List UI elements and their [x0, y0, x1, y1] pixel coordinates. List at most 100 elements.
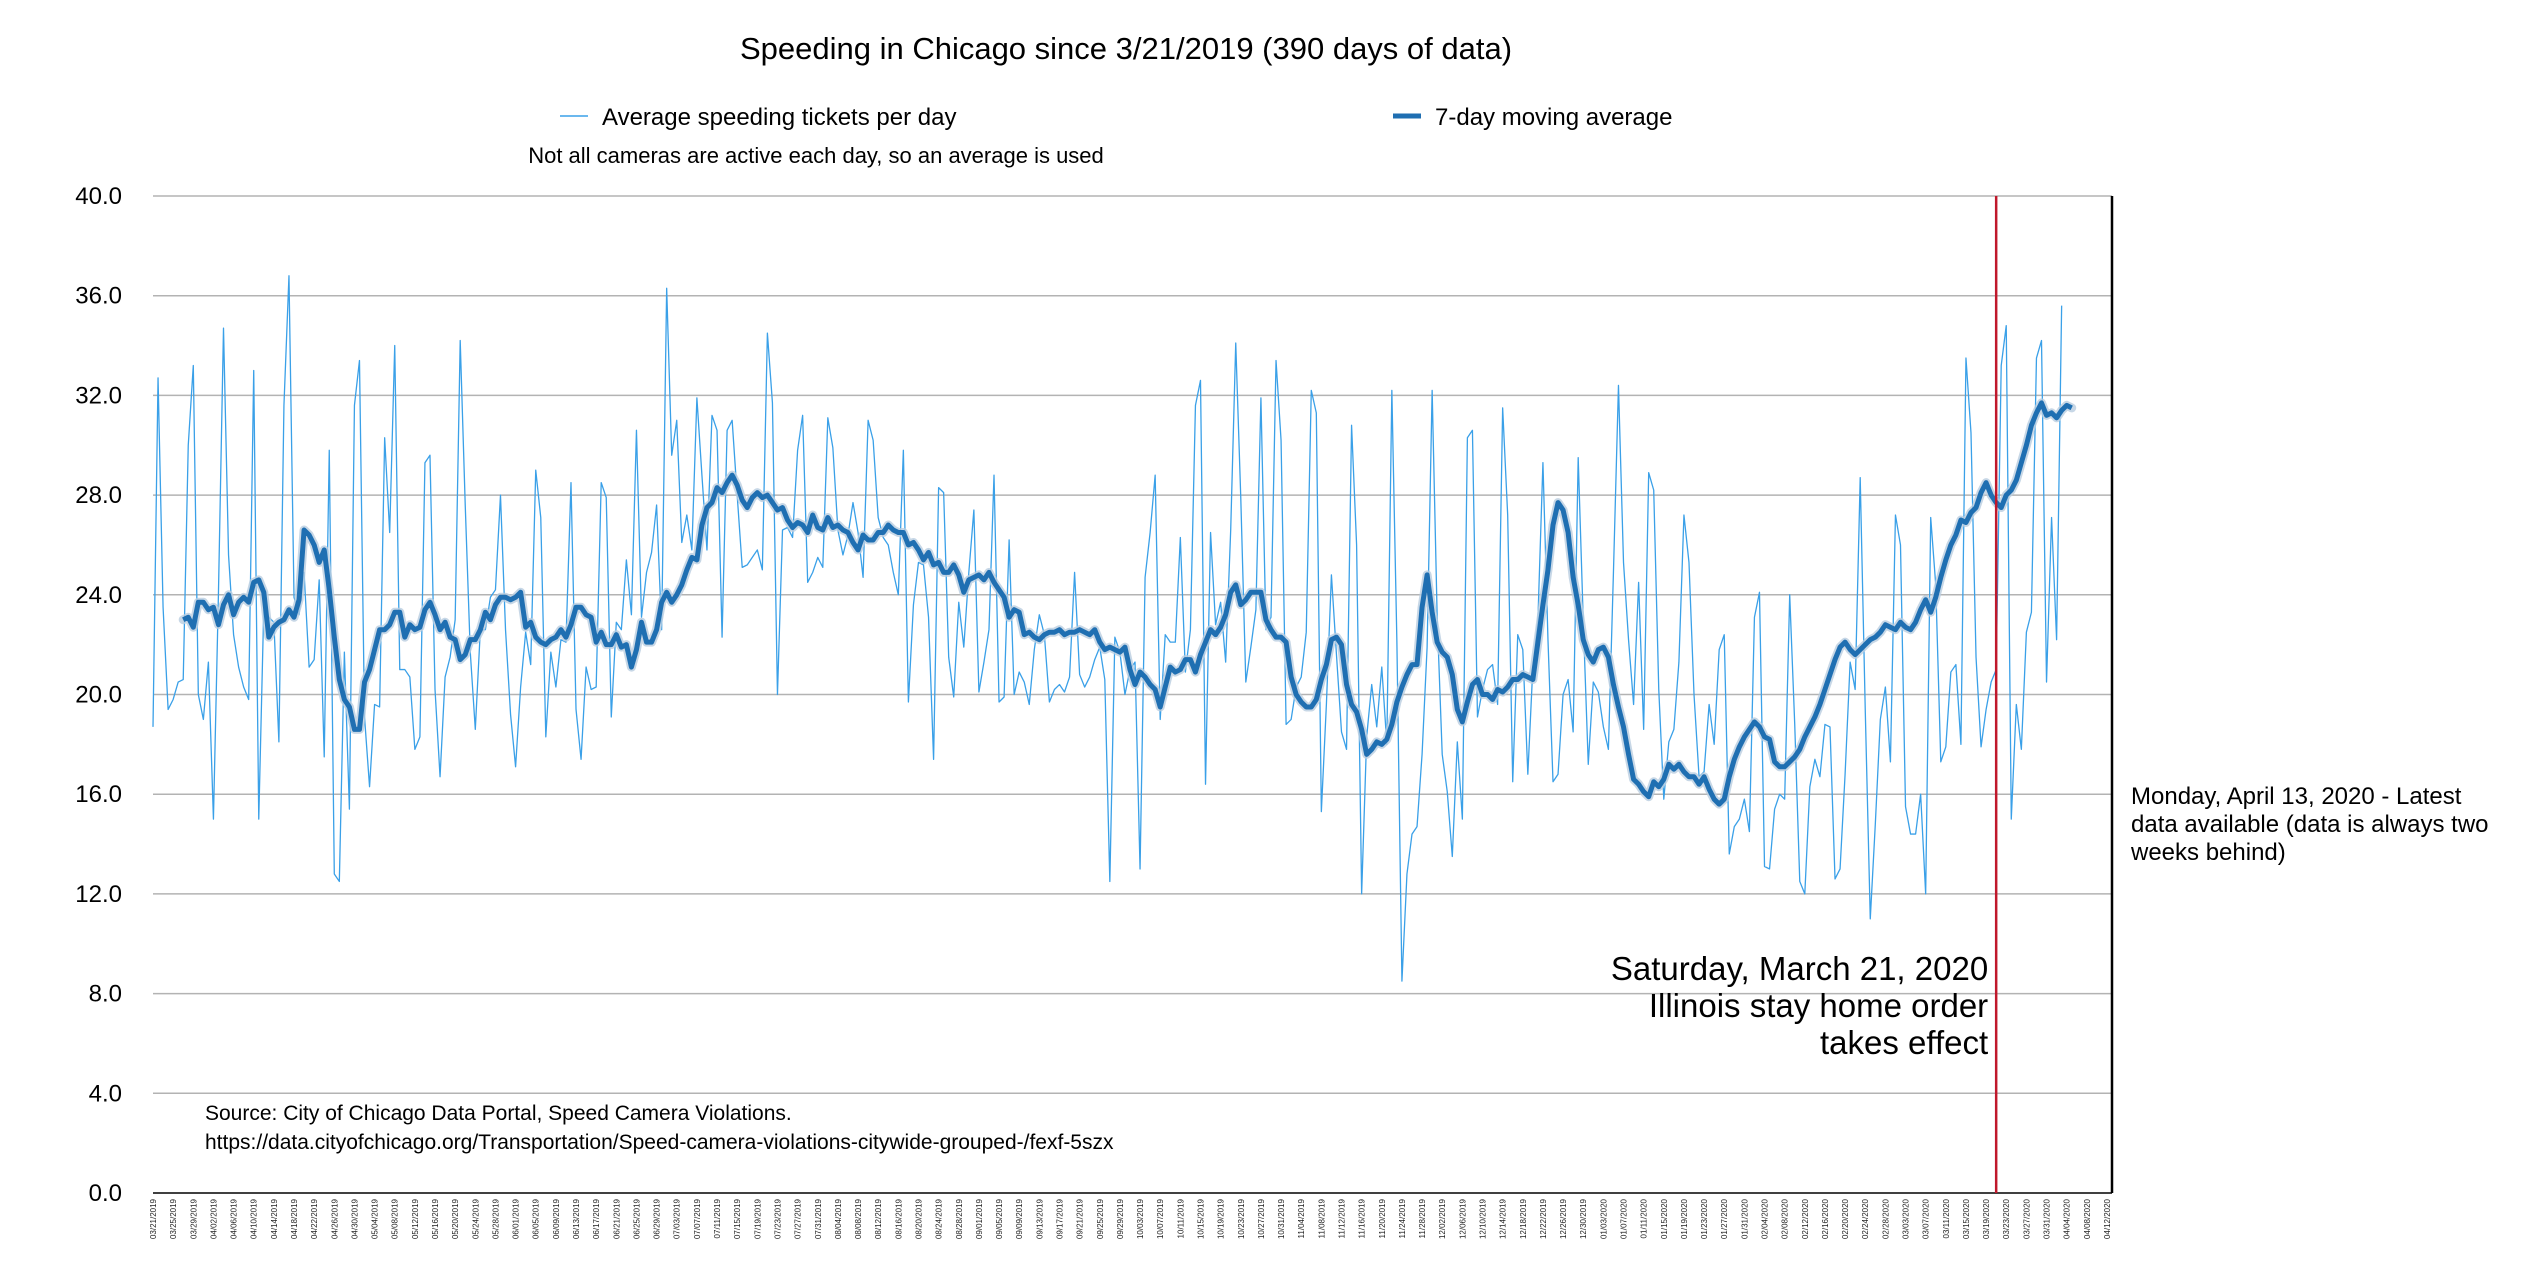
x-tick-label: 10/15/2019	[1196, 1198, 1205, 1239]
x-tick-label: 09/13/2019	[1035, 1198, 1044, 1239]
x-tick-label: 10/11/2019	[1176, 1198, 1185, 1238]
x-tick-label: 05/04/2019	[371, 1198, 380, 1239]
y-tick-label: 40.0	[75, 183, 122, 210]
x-tick-label: 03/29/2019	[189, 1198, 198, 1239]
x-tick-label: 01/07/2020	[1620, 1198, 1629, 1239]
x-tick-label: 03/25/2019	[169, 1198, 178, 1239]
x-tick-label: 10/27/2019	[1257, 1198, 1266, 1239]
x-tick-label: 06/25/2019	[632, 1198, 641, 1239]
x-tick-label: 01/15/2020	[1660, 1198, 1669, 1239]
x-tick-label: 01/11/2020	[1640, 1198, 1649, 1238]
x-tick-label: 09/25/2019	[1096, 1198, 1105, 1239]
x-tick-label: 08/16/2019	[894, 1198, 903, 1239]
y-tick-label: 12.0	[75, 881, 122, 908]
x-tick-label: 09/17/2019	[1055, 1198, 1064, 1239]
x-tick-label: 03/31/2020	[2043, 1198, 2052, 1239]
x-tick-label: 05/20/2019	[451, 1198, 460, 1239]
x-tick-label: 04/12/2020	[2103, 1198, 2112, 1239]
x-tick-label: 10/23/2019	[1237, 1198, 1246, 1239]
x-tick-label: 03/11/2020	[1942, 1198, 1951, 1238]
x-tick-label: 09/09/2019	[1015, 1198, 1024, 1239]
x-tick-label: 01/23/2020	[1700, 1198, 1709, 1239]
x-tick-label: 08/12/2019	[874, 1198, 883, 1239]
x-tick-label: 03/27/2020	[2022, 1198, 2031, 1239]
x-tick-label: 11/12/2019	[1337, 1198, 1346, 1238]
series-daily-average	[152, 275, 2063, 982]
x-tick-label: 11/08/2019	[1317, 1198, 1326, 1238]
x-tick-label: 01/31/2020	[1740, 1198, 1749, 1239]
x-tick-label: 07/27/2019	[794, 1198, 803, 1239]
x-tick-label: 04/14/2019	[270, 1198, 279, 1239]
y-gridlines	[153, 195, 2112, 1095]
x-tick-label: 04/06/2019	[230, 1198, 239, 1239]
x-tick-label: 05/16/2019	[431, 1198, 440, 1239]
latest-data-text: data available (data is always two	[2131, 811, 2489, 838]
x-tick-label: 02/12/2020	[1801, 1198, 1810, 1239]
chart-title: Speeding in Chicago since 3/21/2019 (390…	[740, 31, 1512, 66]
x-tick-label: 02/20/2020	[1841, 1198, 1850, 1239]
x-tick-label: 04/02/2019	[209, 1198, 218, 1239]
x-tick-label: 05/28/2019	[491, 1198, 500, 1239]
latest-data-text: weeks behind)	[2130, 839, 2286, 866]
x-tick-label: 12/18/2019	[1519, 1198, 1528, 1239]
y-tick-label: 36.0	[75, 283, 122, 310]
x-tick-label: 12/10/2019	[1479, 1198, 1488, 1239]
x-tick-label: 01/27/2020	[1720, 1198, 1729, 1239]
x-tick-label: 09/05/2019	[995, 1198, 1004, 1239]
legend: Average speeding tickets per day 7-day m…	[560, 104, 1672, 131]
x-tick-label: 01/19/2020	[1680, 1198, 1689, 1239]
x-tick-label: 04/04/2020	[2063, 1198, 2072, 1239]
x-tick-label: 06/29/2019	[653, 1198, 662, 1239]
y-tick-label: 4.0	[89, 1080, 122, 1107]
x-tick-label: 09/01/2019	[975, 1198, 984, 1239]
x-tick-label: 07/03/2019	[673, 1198, 682, 1239]
x-tick-label: 07/19/2019	[753, 1198, 762, 1239]
x-tick-label: 02/24/2020	[1861, 1198, 1870, 1239]
x-tick-label: 04/10/2019	[250, 1198, 259, 1239]
x-tick-label: 03/23/2020	[2002, 1198, 2011, 1239]
x-tick-label: 03/21/2019	[149, 1198, 158, 1239]
x-tick-label: 02/28/2020	[1881, 1198, 1890, 1239]
moving-average-line	[182, 400, 2073, 807]
stay-home-order-text: Illinois stay home order	[1649, 987, 1988, 1024]
x-tick-label: 07/15/2019	[733, 1198, 742, 1239]
x-tick-label: 07/23/2019	[773, 1198, 782, 1239]
y-tick-label: 24.0	[75, 582, 122, 609]
x-tick-label: 03/15/2020	[1962, 1198, 1971, 1239]
x-tick-label: 09/29/2019	[1116, 1198, 1125, 1239]
x-tick-label: 08/20/2019	[914, 1198, 923, 1239]
legend-label-daily: Average speeding tickets per day	[602, 104, 956, 131]
x-axis-ticks: 03/21/2019 03/25/2019 03/29/2019 04/02/2019…	[149, 1198, 2112, 1239]
moving-average-line-shadow	[178, 398, 2077, 809]
stay-home-order-text: Saturday, March 21, 2020	[1611, 950, 1988, 987]
source-url: https://data.cityofchicago.org/Transport…	[205, 1131, 1114, 1154]
x-tick-label: 10/07/2019	[1156, 1198, 1165, 1239]
x-tick-label: 06/01/2019	[512, 1198, 521, 1239]
x-tick-label: 02/08/2020	[1781, 1198, 1790, 1239]
y-tick-label: 16.0	[75, 781, 122, 808]
y-axis-ticks: 0.0 4.0 8.0 12.0 16.0 20.0 24.0 28.0 32.0 36.0 40.…	[75, 183, 122, 1207]
x-tick-label: 12/14/2019	[1499, 1198, 1508, 1239]
x-tick-label: 06/05/2019	[532, 1198, 541, 1239]
x-tick-label: 09/21/2019	[1076, 1198, 1085, 1239]
x-tick-label: 04/18/2019	[290, 1198, 299, 1239]
x-tick-label: 03/07/2020	[1922, 1198, 1931, 1239]
daily-average-line	[152, 275, 2063, 982]
latest-data-text: Monday, April 13, 2020 - Latest	[2131, 783, 2462, 810]
x-tick-label: 03/03/2020	[1902, 1198, 1911, 1239]
x-tick-label: 10/31/2019	[1277, 1198, 1286, 1239]
x-tick-label: 06/09/2019	[552, 1198, 561, 1239]
x-tick-label: 12/26/2019	[1559, 1198, 1568, 1239]
source-note: Source: City of Chicago Data Portal, Spe…	[205, 1102, 1114, 1154]
x-tick-label: 02/04/2020	[1761, 1198, 1770, 1239]
x-tick-label: 10/03/2019	[1136, 1198, 1145, 1239]
x-tick-label: 03/19/2020	[1982, 1198, 1991, 1239]
x-tick-label: 05/08/2019	[391, 1198, 400, 1239]
y-tick-label: 0.0	[89, 1180, 122, 1207]
x-tick-label: 12/30/2019	[1579, 1198, 1588, 1239]
x-tick-label: 08/08/2019	[854, 1198, 863, 1239]
x-tick-label: 12/06/2019	[1458, 1198, 1467, 1239]
stay-home-order-text: takes effect	[1820, 1024, 1988, 1061]
